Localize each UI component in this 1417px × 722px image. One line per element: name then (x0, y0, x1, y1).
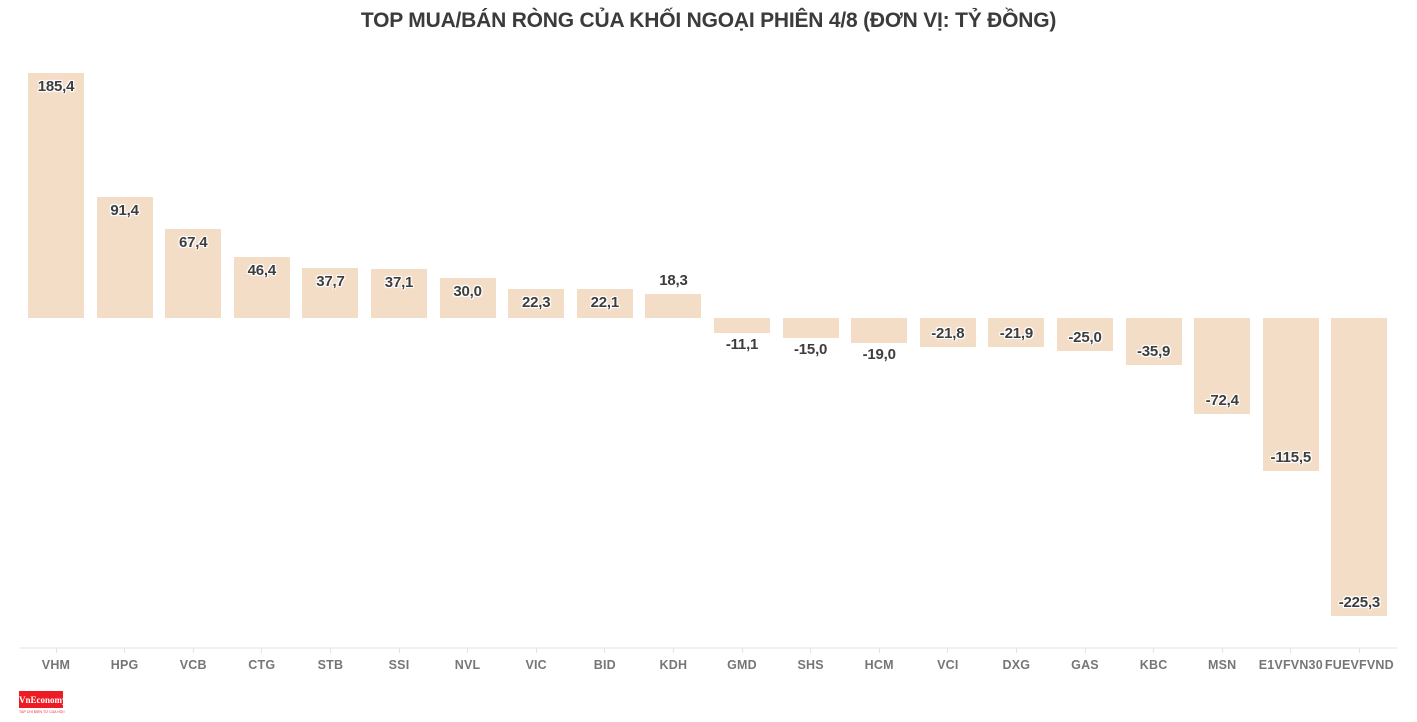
x-axis-line (20, 647, 1397, 649)
axis-tick (192, 648, 194, 653)
axis-tick (878, 648, 880, 653)
x-axis-label-ssi: SSI (388, 658, 410, 672)
x-axis-label-gas: GAS (1071, 658, 1099, 672)
x-axis-label-bid: BID (593, 658, 616, 672)
axis-tick (947, 648, 949, 653)
x-axis-label-ctg: CTG (248, 658, 276, 672)
bar-value-label: -21,8 (931, 324, 965, 342)
axis-tick (329, 648, 331, 653)
axis-tick (124, 648, 126, 653)
bar-nvl (439, 278, 496, 318)
axis-tick (604, 648, 606, 653)
bar-value-label: 22,1 (590, 293, 620, 311)
bar-value-label: 91,4 (110, 202, 139, 220)
axis-tick (1358, 648, 1360, 653)
bar-hcm (851, 318, 908, 344)
bar-value-label: 22,3 (521, 293, 551, 311)
bar-value-label: -21,9 (999, 324, 1033, 342)
x-axis-label-kdh: KDH (659, 658, 688, 672)
bar-ssi (371, 269, 427, 318)
bar-hpg (96, 197, 153, 318)
x-axis-label-hcm: HCM (864, 658, 894, 672)
x-axis-label-nvl: NVL (454, 658, 481, 672)
vneconomy-logo: VnEconomy (19, 691, 63, 708)
bar-value-label: 37,7 (316, 273, 345, 291)
bar-value-label: -15,0 (793, 340, 828, 358)
vneconomy-logo-tagline: TẠP CHÍ ĐIỆN TỬ CỦA HỘI KHOA HỌC KINH TẾ… (19, 710, 65, 714)
bar-value-label: -25,0 (1068, 329, 1102, 346)
x-axis-label-hpg: HPG (110, 658, 139, 672)
bar-dxg (988, 318, 1045, 347)
bar-value-label: -225,3 (1338, 593, 1381, 611)
x-axis-label-vcb: VCB (179, 658, 207, 672)
bar-value-label: 37,1 (384, 274, 414, 291)
axis-tick (1153, 648, 1155, 653)
bar-value-label: -115,5 (1270, 448, 1312, 466)
bar-vic (508, 288, 565, 318)
x-axis-label-stb: STB (317, 658, 344, 672)
bar-kbc (1125, 318, 1182, 366)
x-axis-label-vci: VCI (937, 658, 959, 672)
bar-value-label: 46,4 (247, 261, 277, 279)
bar-kdh (645, 293, 702, 318)
axis-tick (1015, 648, 1017, 653)
axis-tick (810, 648, 812, 653)
bar-value-label: -35,9 (1136, 343, 1171, 361)
axis-tick (467, 648, 469, 653)
chart-title: TOP MUA/BÁN RÒNG CỦA KHỐI NGOẠI PHIÊN 4/… (360, 9, 1057, 32)
axis-tick (398, 648, 400, 653)
axis-tick (1290, 648, 1292, 653)
bar-value-label: 185,4 (37, 78, 75, 95)
bar-msn (1194, 318, 1251, 414)
x-axis-label-fuevfvnd: FUEVFVND (1324, 658, 1394, 672)
bar-vhm (28, 73, 84, 318)
bar-value-label: -72,4 (1205, 391, 1239, 409)
bar-value-label: -11,1 (725, 335, 759, 353)
bar-stb (302, 268, 359, 318)
axis-tick (1084, 648, 1086, 653)
bar-ctg (233, 256, 290, 318)
bar-vci (919, 318, 976, 347)
axis-tick (672, 648, 674, 653)
x-axis-label-vic: VIC (525, 658, 547, 672)
bar-fuevfvnd (1331, 318, 1388, 616)
bar-vcb (165, 228, 222, 318)
axis-tick (741, 648, 743, 653)
bar-gmd (714, 318, 770, 333)
x-axis-label-dxg: DXG (1002, 658, 1031, 672)
x-axis-label-e1vfvn30: E1VFVN30 (1258, 658, 1323, 672)
x-axis-label-shs: SHS (797, 658, 824, 672)
axis-tick (535, 648, 537, 653)
bar-value-label: 18,3 (659, 271, 688, 289)
bar-value-label: 30,0 (453, 283, 482, 301)
axis-tick (1221, 648, 1223, 653)
axis-tick (261, 648, 263, 653)
x-axis-label-kbc: KBC (1139, 658, 1168, 672)
bar-bid (576, 288, 633, 318)
x-axis-label-msn: MSN (1207, 658, 1237, 672)
bar-value-label: 67,4 (178, 233, 208, 251)
bar-value-label: -19,0 (862, 346, 896, 364)
x-axis-label-vhm: VHM (41, 658, 71, 672)
bar-e1vfvn30 (1262, 318, 1319, 471)
bar-gas (1057, 318, 1113, 351)
x-axis-label-gmd: GMD (727, 658, 757, 672)
bar-shs (782, 318, 839, 338)
axis-tick (55, 648, 57, 653)
